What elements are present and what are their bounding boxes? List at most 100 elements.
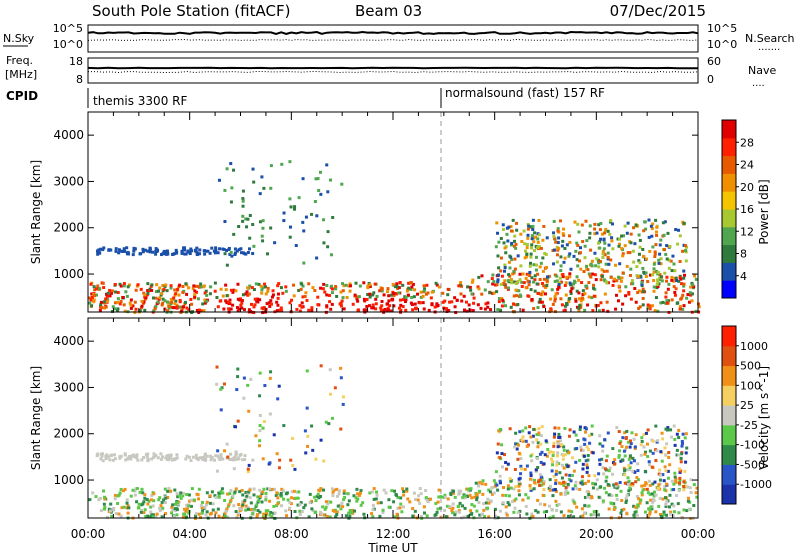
range-cell [665,291,668,294]
range-cell [282,424,285,427]
range-cell [643,220,646,223]
range-cell [130,455,133,458]
range-cell [478,481,481,484]
range-cell [210,456,213,459]
range-cell [469,289,472,292]
colorbar-swatch [722,385,736,405]
range-cell [143,309,146,312]
range-cell [536,282,539,285]
range-cell [411,507,414,510]
range-cell [506,514,509,517]
range-cell [679,308,682,311]
range-cell [496,489,499,492]
range-cell [255,282,258,285]
range-cell [529,436,532,439]
range-cell [298,503,301,506]
range-cell [358,295,361,298]
range-cell [533,231,536,234]
range-cell [309,493,312,496]
range-cell [237,225,240,228]
range-cell [306,369,309,372]
range-cell [108,458,111,461]
range-cell [242,397,245,400]
range-cell [673,269,676,272]
range-cell [272,505,275,508]
range-cell [556,451,559,454]
range-cell [608,493,611,496]
velocity-x-ticks [88,318,698,518]
range-cell [215,496,218,499]
range-cell [252,181,255,184]
range-cell [242,205,245,208]
range-cell [533,487,536,490]
range-cell [682,277,685,280]
range-cell [366,298,369,301]
range-cell [581,475,584,478]
range-cell [499,480,502,483]
colorbar-tick-label: 4 [740,270,747,283]
range-cell [545,266,548,269]
range-cell [492,280,495,283]
range-cell [397,291,400,294]
range-cell [229,162,232,165]
range-cell [197,497,200,500]
range-cell [664,469,667,472]
range-cell [201,458,204,461]
range-cell [641,267,644,270]
range-cell [632,226,635,229]
range-cell [556,288,559,291]
range-cell [116,502,119,505]
range-cell [521,429,524,432]
range-cell [190,459,193,462]
range-cell [591,424,594,427]
range-cell [431,291,434,294]
range-cell [265,292,268,295]
range-cell [518,485,521,488]
range-cell [598,496,601,499]
range-cell [653,255,656,258]
range-cell [585,239,588,242]
range-cell [554,426,557,429]
range-cell [170,284,173,287]
range-cell [248,293,251,296]
range-cell [523,281,526,284]
range-cell [300,283,303,286]
range-cell [539,478,542,481]
range-cell [505,233,508,236]
range-cell [665,500,668,503]
range-cell [251,286,254,289]
range-cell [663,488,666,491]
range-cell [487,280,490,283]
range-cell [575,434,578,437]
range-cell [325,284,328,287]
range-cell [610,236,613,239]
range-cell [682,270,685,273]
range-cell [673,472,676,475]
range-cell [502,223,505,226]
range-cell [396,285,399,288]
range-cell [152,296,155,299]
range-cell [614,264,617,267]
range-cell [241,458,244,461]
range-cell [314,511,317,514]
range-cell [628,458,631,461]
range-cell [361,501,364,504]
range-cell [640,281,643,284]
range-cell [197,493,200,496]
range-cell [657,487,660,490]
range-cell [219,300,222,303]
range-cell [346,503,349,506]
range-cell [670,436,673,439]
range-cell [501,494,504,497]
range-cell [334,285,337,288]
range-cell [306,445,309,448]
range-cell [683,283,686,286]
range-cell [524,426,527,429]
range-cell [441,292,444,295]
range-cell [339,367,342,370]
range-cell [631,482,634,485]
range-cell [539,503,542,506]
range-cell [530,459,533,462]
range-cell [253,303,256,306]
